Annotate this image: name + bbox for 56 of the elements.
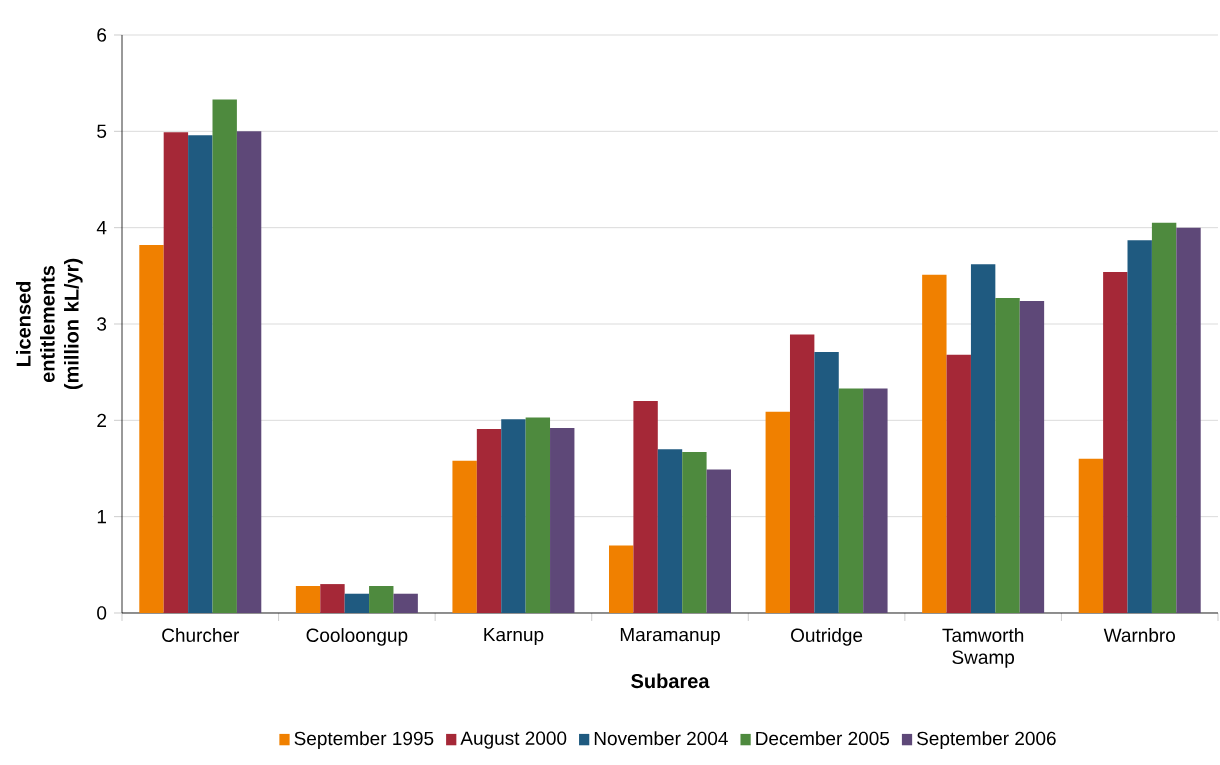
legend-label: December 2005 — [756, 731, 890, 746]
y-tick-label: 5 — [97, 124, 107, 138]
bar — [1151, 222, 1177, 613]
y-tick-label: 3 — [97, 317, 107, 331]
y-tick-label: 0 — [97, 606, 107, 620]
bar — [525, 417, 551, 613]
x-tick-label: Cooloongup — [306, 628, 408, 646]
bar — [789, 334, 815, 613]
legend-label: September 1995 — [294, 731, 434, 749]
bar — [188, 135, 213, 613]
bar — [814, 351, 839, 613]
bar — [1176, 227, 1201, 613]
bar — [609, 545, 634, 613]
x-tick-label: Tamworth Swamp — [942, 628, 1024, 668]
bar — [682, 452, 707, 613]
bar — [657, 449, 683, 613]
x-tick-label: Churcher — [162, 628, 240, 643]
bar — [706, 469, 731, 613]
y-tick-label: 4 — [96, 221, 107, 235]
bar — [838, 388, 864, 613]
bar — [1103, 271, 1128, 613]
bar — [765, 411, 790, 613]
x-tick-label: Outridge — [791, 628, 863, 646]
x-axis-title: Subarea — [631, 673, 710, 689]
x-tick-label: Karnup — [484, 628, 544, 646]
bar — [501, 419, 526, 613]
x-tick-label: Maramanup — [620, 628, 720, 646]
legend-label: August 2000 — [460, 731, 567, 749]
bar — [995, 297, 1020, 613]
bar — [946, 354, 971, 613]
bar — [863, 388, 888, 613]
legend-label: September 2006 — [917, 731, 1056, 749]
bar — [163, 132, 189, 613]
bar — [320, 584, 345, 613]
bar — [295, 586, 321, 613]
bar — [633, 401, 658, 613]
x-tick-label: Warnbro — [1103, 628, 1175, 643]
y-tick-label: 2 — [97, 413, 107, 427]
y-axis-title: Licensed entitlements (million kL/yr) — [16, 258, 83, 390]
bar — [1019, 300, 1045, 613]
bar — [1078, 458, 1104, 613]
bar — [344, 593, 370, 613]
bar — [139, 245, 164, 613]
bar — [452, 460, 477, 613]
y-tick-label: 6 — [97, 28, 107, 42]
bar — [212, 99, 237, 613]
y-tick-label: 1 — [97, 510, 107, 524]
bar — [476, 428, 502, 613]
bar — [369, 586, 394, 613]
legend-label: November 2004 — [594, 731, 728, 746]
bar — [922, 274, 947, 613]
bar — [970, 264, 996, 613]
bar — [236, 131, 262, 613]
bar — [1127, 240, 1152, 613]
bar — [393, 593, 418, 613]
bar — [550, 428, 575, 613]
